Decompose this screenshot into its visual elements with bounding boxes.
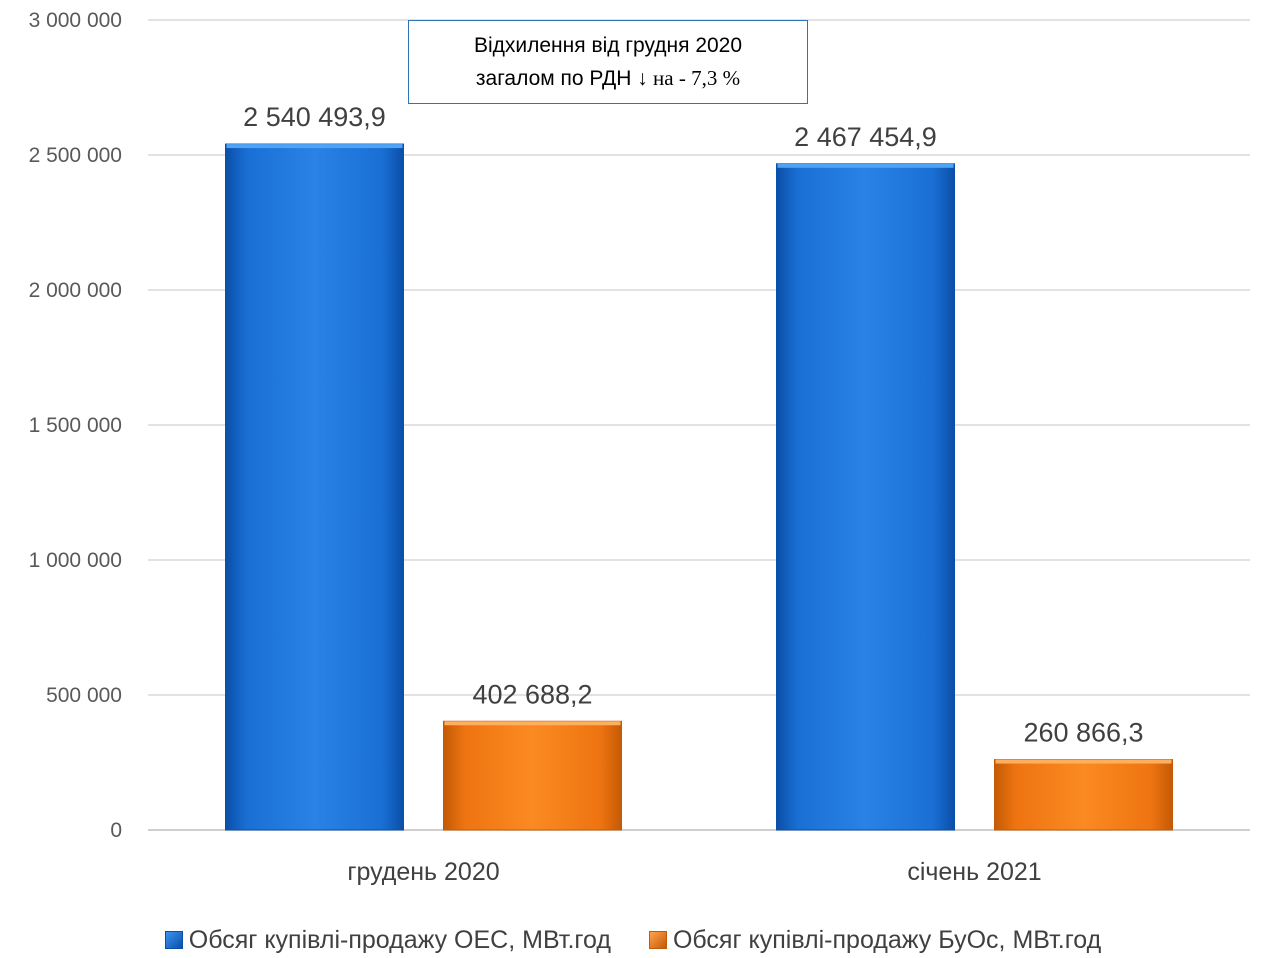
bar-top-bevel	[995, 759, 1172, 764]
legend-item-oes: Обсяг купівлі-продажу ОЕС, МВт.год	[164, 925, 611, 955]
data-label: 260 866,3	[1023, 718, 1143, 748]
bar-top-bevel	[226, 144, 403, 149]
legend-label-oes: Обсяг купівлі-продажу ОЕС, МВт.год	[188, 925, 611, 954]
legend: Обсяг купівлі-продажу ОЕС, МВт.год Обсяг…	[0, 922, 1266, 958]
y-tick-label: 0	[110, 819, 122, 842]
y-tick-label: 1 500 000	[29, 414, 122, 437]
bar	[225, 143, 404, 831]
bar	[776, 163, 955, 831]
annotation-line-1: Відхилення від грудня 2020	[473, 33, 743, 57]
down-arrow-icon: ↓	[637, 65, 648, 90]
data-label: 402 688,2	[472, 679, 592, 709]
y-tick-label: 2 000 000	[29, 279, 122, 302]
annotation-line-2-suffix: на - 7,3 %	[647, 65, 741, 90]
y-tick-label: 500 000	[46, 684, 122, 707]
bar-top-bevel	[777, 163, 954, 168]
x-category-label: січень 2021	[907, 858, 1041, 886]
legend-item-buos: Обсяг купівлі-продажу БуОс, МВт.год	[648, 925, 1102, 955]
x-category-label: грудень 2020	[347, 858, 499, 886]
legend-label-buos: Обсяг купівлі-продажу БуОс, МВт.год	[672, 925, 1102, 954]
legend-swatch-buos	[648, 931, 667, 949]
legend-swatch-oes	[164, 931, 183, 949]
bar	[443, 720, 622, 831]
y-tick-label: 1 000 000	[29, 549, 122, 572]
data-label: 2 540 493,9	[243, 102, 386, 132]
y-tick-label: 3 000 000	[29, 9, 122, 32]
annotation-line-2-prefix: загалом по РДН	[475, 66, 638, 90]
bar	[994, 759, 1173, 831]
y-tick-label: 2 500 000	[29, 144, 122, 167]
annotation-line-2: загалом по РДН ↓ на - 7,3 %	[476, 62, 740, 95]
data-label: 2 467 454,9	[794, 122, 937, 152]
bar-top-bevel	[444, 721, 621, 726]
annotation-box: Відхилення від грудня 2020 загалом по РД…	[408, 20, 808, 104]
